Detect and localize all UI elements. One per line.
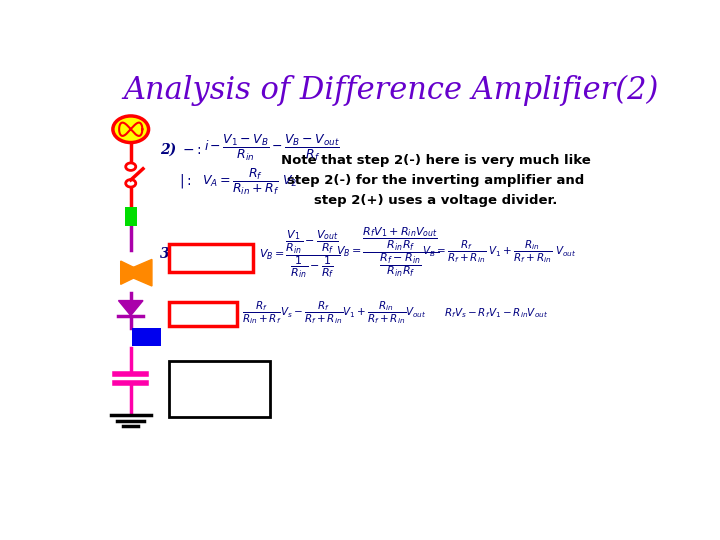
Text: $V_B = \dfrac{\dfrac{V_1}{R_{in}} - \dfrac{V_{out}}{R_f}}{\dfrac{1}{R_{in}} - \d: $V_B = \dfrac{\dfrac{V_1}{R_{in}} - \dfr… [258,228,340,280]
Text: $V_B = \dfrac{R_f}{R_f + R_{in}}\ V_1 + \dfrac{R_{in}}{R_f + R_{in}}\ V_{out}$: $V_B = \dfrac{R_f}{R_f + R_{in}}\ V_1 + … [422,239,576,265]
Bar [132,328,161,346]
Text: $R_f V_s - R_f V_1 - R_{in} V_{out}$: $R_f V_s - R_f V_1 - R_{in} V_{out}$ [444,306,549,320]
Text: $-:$: $-:$ [182,143,202,157]
Text: Analysis of Difference Amplifier(2): Analysis of Difference Amplifier(2) [124,75,659,106]
Circle shape [113,116,148,143]
Circle shape [126,163,136,171]
Text: Note that step 2(-) here is very much like
step 2(-) for the inverting amplifier: Note that step 2(-) here is very much li… [281,154,591,207]
Text: $\mathit{solve\ for}\ V_B$: $\mathit{solve\ for}\ V_B$ [175,249,248,265]
Text: $|:$: $|:$ [179,172,192,190]
Text: $V_A = \dfrac{R_f}{R_{in} + R_f}\ V_2$: $V_A = \dfrac{R_f}{R_{in} + R_f}\ V_2$ [202,167,297,197]
Polygon shape [119,301,143,315]
Polygon shape [121,261,133,285]
FancyBboxPatch shape [169,244,253,272]
Text: $V_B = \dfrac{\dfrac{R_f V_1 + R_{in} V_{out}}{R_{in} R_f}}{\dfrac{R_f - R_{in}}: $V_B = \dfrac{\dfrac{R_f V_1 + R_{in} V_… [336,225,439,279]
Text: $V_s - V_B:$: $V_s - V_B:$ [179,306,228,321]
Circle shape [126,180,136,187]
Text: 3): 3) [160,247,176,261]
FancyBboxPatch shape [169,361,270,417]
Text: $\dfrac{R_f}{R_{in}+R_f}V_s - \dfrac{R_f}{R_f+R_{in}}V_1 + \dfrac{R_{in}}{R_f+R_: $\dfrac{R_f}{R_{in}+R_f}V_s - \dfrac{R_f… [242,300,426,327]
Polygon shape [133,259,152,286]
FancyBboxPatch shape [169,302,237,326]
Text: $i - \dfrac{V_1 - V_B}{R_{in}} - \dfrac{V_B - V_{out}}{R_f}$: $i - \dfrac{V_1 - V_B}{R_{in}} - \dfrac{… [204,133,341,163]
Text: 2): 2) [160,143,176,157]
Text: $\dfrac{V_{out}}{V_2 - V_1} = \dfrac{R_f}{R_{in}}$: $\dfrac{V_{out}}{V_2 - V_1} = \dfrac{R_f… [177,374,262,404]
Bar [125,207,137,226]
